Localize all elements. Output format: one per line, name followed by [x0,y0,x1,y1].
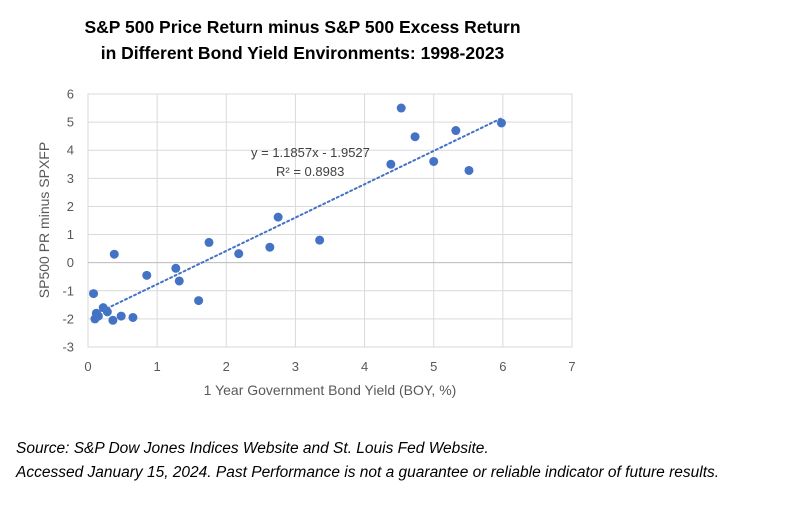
data-point [89,289,99,299]
y-tick-label: -1 [62,283,74,298]
y-tick-label: -2 [62,311,74,326]
y-axis-title: SP500 PR minus SPXFP [36,142,52,298]
data-point [194,296,204,306]
y-axis-ticks: -3 -2 -1 0 1 2 3 4 5 6 [62,87,74,355]
y-tick-label: 3 [67,171,74,186]
y-tick-label: 2 [67,199,74,214]
x-axis-ticks: 0 1 2 3 4 5 6 7 [84,359,575,374]
x-tick-label: 6 [499,359,506,374]
data-point [93,311,103,321]
x-tick-label: 0 [84,359,91,374]
x-axis-title: 1 Year Government Bond Yield (BOY, %) [204,382,457,398]
x-tick-label: 4 [361,359,368,374]
data-points [89,103,506,325]
data-point [410,132,420,142]
x-tick-label: 5 [430,359,437,374]
y-tick-label: 1 [67,227,74,242]
y-tick-label: 5 [67,115,74,130]
x-tick-label: 3 [292,359,299,374]
data-point [315,235,325,245]
data-point [464,165,474,175]
scatter-chart: -3 -2 -1 0 1 2 3 4 5 6 0 1 2 3 4 5 6 7 y = 1.1857x - 1.9… [36,87,576,399]
data-point [171,263,181,273]
data-point [102,307,112,317]
data-point [496,118,506,128]
plot-area-border [87,93,573,348]
data-point [451,126,461,136]
disclaimer-note: Accessed January 15, 2024. Past Performa… [16,464,720,481]
data-point [386,159,396,169]
chart-title-line-1: S&P 500 Price Return minus S&P 500 Exces… [84,17,521,37]
y-tick-label: -3 [62,340,74,355]
data-point [396,103,406,113]
gridlines [87,93,573,348]
chart-title-line-2: in Different Bond Yield Environments: 19… [100,43,505,63]
data-point [109,249,119,259]
data-point [429,156,439,166]
x-tick-label: 2 [223,359,230,374]
data-point [174,276,184,286]
data-point [273,212,283,222]
y-tick-label: 6 [67,87,74,102]
data-point [265,242,275,252]
trendline-r-squared: R² = 0.8983 [276,164,344,179]
data-point [108,315,118,325]
data-point [142,270,152,280]
trendline [92,117,503,316]
x-tick-label: 7 [568,359,575,374]
data-point [234,249,244,259]
y-tick-label: 4 [67,143,74,158]
y-tick-label: 0 [67,255,74,270]
x-tick-label: 1 [154,359,161,374]
data-point [116,311,126,321]
data-point [204,237,214,247]
trendline-equation: y = 1.1857x - 1.9527 [251,145,370,160]
data-point [128,312,138,322]
source-note: Source: S&P Dow Jones Indices Website an… [16,440,489,457]
